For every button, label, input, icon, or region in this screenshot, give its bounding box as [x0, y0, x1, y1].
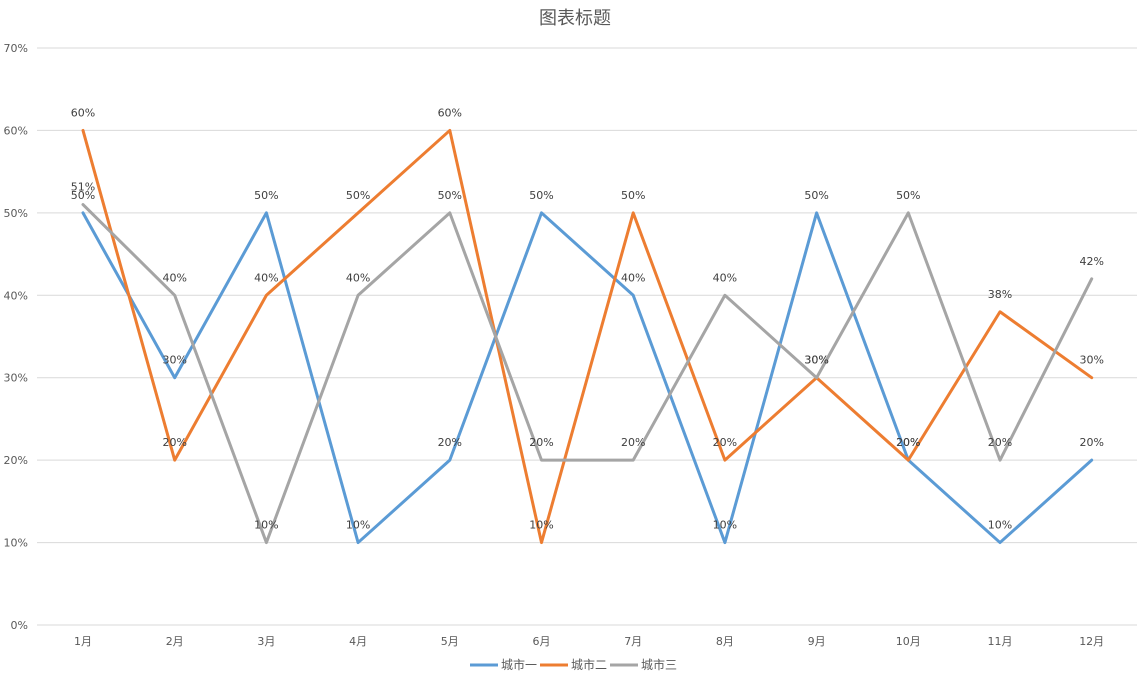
y-tick-label: 30% — [4, 372, 28, 385]
y-tick-label: 70% — [4, 42, 28, 55]
data-label: 50% — [896, 189, 920, 202]
data-label: 60% — [438, 106, 462, 119]
x-tick-label: 2月 — [166, 635, 184, 648]
legend-entry: 城市三 — [641, 657, 677, 672]
x-tick-label: 9月 — [808, 635, 826, 648]
y-tick-label: 0% — [11, 619, 28, 632]
x-tick-label: 12月 — [1079, 635, 1104, 648]
data-label: 10% — [529, 519, 553, 532]
data-label: 30% — [804, 354, 828, 367]
data-label: 10% — [254, 519, 278, 532]
x-tick-label: 5月 — [441, 635, 459, 648]
x-tick-label: 7月 — [624, 635, 642, 648]
data-label: 20% — [896, 436, 920, 449]
data-label: 40% — [162, 271, 186, 284]
data-label: 20% — [621, 436, 645, 449]
data-label: 50% — [621, 189, 645, 202]
grid-lines — [37, 47, 1137, 626]
x-tick-label: 6月 — [533, 635, 551, 648]
x-tick-label: 10月 — [896, 635, 921, 648]
x-tick-label: 11月 — [988, 635, 1013, 648]
y-axis: 0% 10% 20% 30% 40% 50% 60% 70% — [4, 42, 28, 632]
data-label: 20% — [988, 436, 1012, 449]
data-label: 40% — [254, 271, 278, 284]
data-label: 10% — [988, 519, 1012, 532]
data-label: 20% — [896, 436, 920, 449]
data-labels: 50% 30% 50% 10% 20% 50% 40% 10% 50% 20% 10% 20% 60% 2… — [71, 106, 1104, 531]
data-label: 30% — [1079, 354, 1103, 367]
data-label: 50% — [438, 189, 462, 202]
legend-entry: 城市一 — [501, 657, 537, 672]
data-label: 50% — [71, 189, 95, 202]
data-label: 40% — [346, 271, 370, 284]
series-line-1 — [81, 211, 1094, 545]
data-label: 42% — [1079, 255, 1103, 268]
data-label: 20% — [713, 436, 737, 449]
data-label: 30% — [804, 354, 828, 367]
data-label: 50% — [346, 189, 370, 202]
series-line-2 — [81, 128, 1094, 545]
x-tick-label: 3月 — [257, 635, 275, 648]
y-tick-label: 40% — [4, 289, 28, 302]
data-label: 50% — [254, 189, 278, 202]
data-label: 10% — [713, 519, 737, 532]
data-label: 20% — [1079, 436, 1103, 449]
data-label: 38% — [988, 288, 1012, 301]
series-lines — [81, 128, 1094, 545]
y-tick-label: 20% — [4, 454, 28, 467]
x-axis: 1月 2月 3月 4月 5月 6月 7月 8月 9月 10月 11月 12月 — [74, 635, 1104, 648]
data-label: 51% — [71, 181, 95, 194]
data-label: 10% — [346, 519, 370, 532]
legend-entry: 城市二 — [571, 657, 607, 672]
legend: 城市一 城市二 城市三 — [470, 657, 677, 672]
data-label: 20% — [529, 436, 553, 449]
data-label: 60% — [71, 106, 95, 119]
data-label: 30% — [162, 354, 186, 367]
series-line-3 — [81, 203, 1094, 545]
data-label: 40% — [713, 271, 737, 284]
data-label: 20% — [162, 436, 186, 449]
x-tick-label: 4月 — [349, 635, 367, 648]
y-tick-label: 10% — [4, 537, 28, 550]
y-tick-label: 50% — [4, 207, 28, 220]
data-label: 40% — [621, 271, 645, 284]
data-label: 50% — [529, 189, 553, 202]
y-tick-label: 60% — [4, 124, 28, 137]
chart-title: 图表标题 — [539, 8, 611, 29]
x-tick-label: 1月 — [74, 635, 92, 648]
x-tick-label: 8月 — [716, 635, 734, 648]
data-label: 20% — [438, 436, 462, 449]
data-label: 50% — [804, 189, 828, 202]
